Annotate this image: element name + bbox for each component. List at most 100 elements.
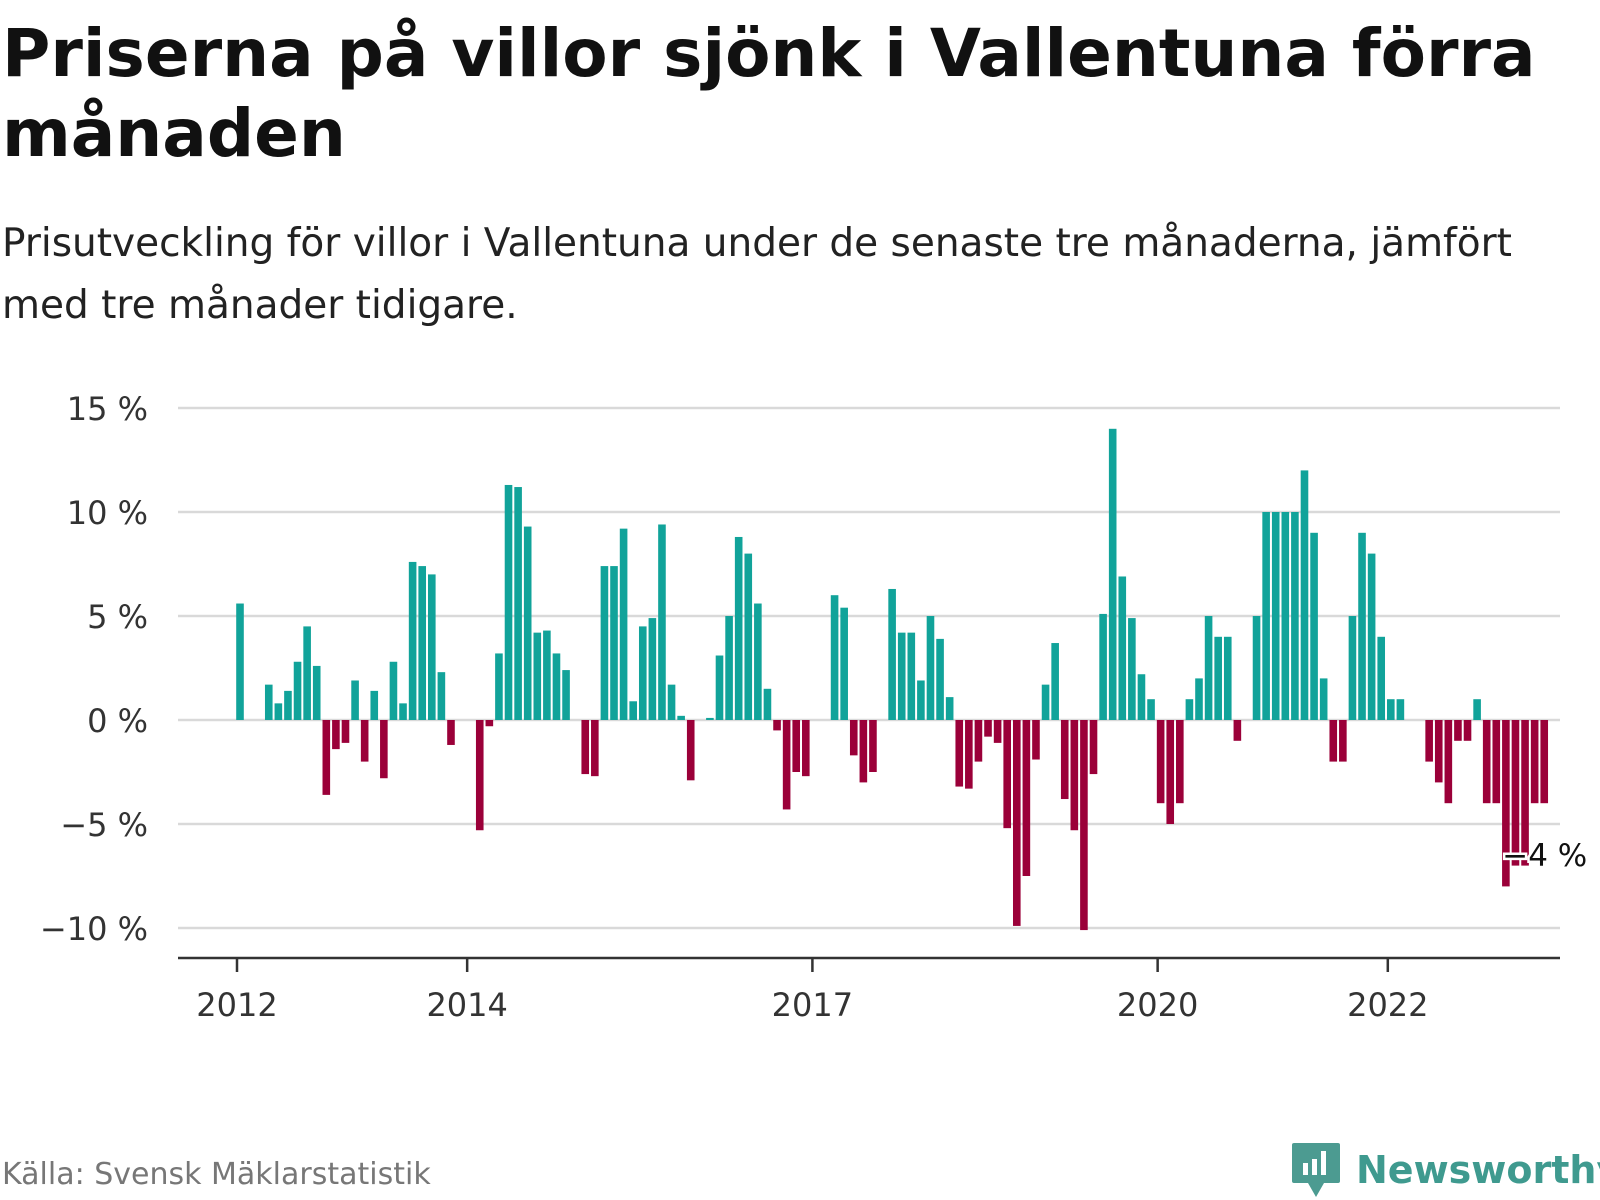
bar — [725, 616, 733, 720]
bar — [638, 626, 647, 720]
bar — [648, 618, 657, 720]
bar — [389, 661, 398, 720]
bar — [380, 720, 388, 779]
last-value-label: −4 % — [1502, 838, 1587, 874]
bar — [1281, 512, 1290, 720]
bar — [667, 684, 676, 720]
bar — [763, 688, 772, 720]
bar — [351, 680, 359, 720]
bar — [744, 553, 753, 720]
bar — [562, 670, 570, 720]
bar — [1387, 699, 1395, 720]
bar — [1473, 699, 1481, 720]
brand-name: Newsworthy — [1356, 1148, 1600, 1192]
y-tick-label: 5 % — [87, 598, 148, 636]
bar — [993, 720, 1002, 743]
bar — [1454, 720, 1462, 741]
bar — [1166, 720, 1175, 824]
bar — [926, 616, 935, 720]
bar — [1319, 678, 1328, 720]
bar — [1118, 576, 1127, 720]
bar — [782, 720, 791, 810]
bar — [1300, 470, 1309, 720]
y-gridlines — [178, 406, 1560, 930]
x-axis: 2012 2014 2017 2020 2022 — [178, 956, 1560, 1024]
bar — [677, 715, 685, 720]
bar — [1223, 636, 1232, 720]
brand-logo[interactable]: Newsworthy — [1290, 1140, 1600, 1200]
bar — [1070, 720, 1079, 831]
bar — [303, 626, 311, 720]
bar — [495, 653, 503, 720]
bar — [965, 720, 973, 789]
bar — [840, 607, 848, 720]
bar — [1425, 720, 1433, 762]
bar — [1377, 636, 1386, 720]
bar — [322, 720, 331, 795]
x-tick-label: 2014 — [426, 986, 507, 1024]
bar — [1521, 720, 1529, 866]
bar — [955, 720, 964, 787]
bar — [1358, 532, 1366, 720]
bar — [370, 690, 379, 720]
bar — [1108, 428, 1117, 720]
bar — [552, 653, 561, 720]
bar — [418, 566, 427, 720]
bar — [600, 566, 609, 720]
bar — [399, 703, 407, 720]
bar — [1396, 699, 1405, 720]
bar — [802, 720, 810, 777]
bar — [1310, 532, 1318, 720]
bar — [581, 720, 590, 775]
bar — [293, 661, 302, 720]
bar — [1128, 618, 1136, 720]
bar — [706, 717, 714, 720]
bar — [849, 720, 858, 756]
bar — [715, 655, 724, 720]
bar — [1176, 720, 1184, 804]
bar — [974, 720, 983, 762]
bar — [504, 484, 513, 720]
bar — [1329, 720, 1338, 762]
bar — [543, 630, 551, 720]
bar — [1492, 720, 1501, 804]
bar-series — [236, 428, 1549, 931]
bar — [1502, 720, 1510, 887]
bar — [897, 632, 906, 720]
y-tick-label: 0 % — [87, 702, 148, 740]
bar — [1271, 512, 1280, 720]
bar — [1511, 720, 1520, 866]
bar — [1080, 720, 1088, 931]
bar — [754, 603, 762, 720]
bar — [830, 595, 839, 720]
bar — [523, 526, 532, 720]
bar — [936, 638, 944, 720]
bar — [1060, 720, 1069, 800]
bar — [1195, 678, 1203, 720]
bar — [1089, 720, 1098, 775]
bar — [1540, 720, 1549, 804]
bar — [888, 588, 896, 720]
y-tick-label: 15 % — [67, 390, 148, 428]
bar — [475, 720, 484, 831]
bar — [1262, 512, 1270, 720]
bar — [1012, 720, 1021, 926]
bar — [1003, 720, 1011, 829]
bar — [984, 720, 992, 737]
bar — [533, 632, 542, 720]
bar — [1367, 553, 1376, 720]
bar — [447, 720, 455, 745]
bar — [859, 720, 868, 783]
newsworthy-logo-icon — [1292, 1143, 1340, 1197]
y-axis-tick-labels: 15 % 10 % 5 % 0 % −5 % −10 % — [40, 390, 148, 948]
bar — [658, 524, 666, 720]
bar — [1444, 720, 1453, 804]
chart-subtitle: Prisutveckling för villor i Vallentuna u… — [2, 221, 1512, 328]
bar — [792, 720, 801, 772]
bar — [341, 720, 350, 743]
bar — [1022, 720, 1031, 876]
bar — [1339, 720, 1347, 762]
chart-title: Priserna på villor sjönk i Vallentuna fö… — [2, 15, 1536, 172]
bar — [1137, 674, 1146, 720]
bar — [1530, 720, 1539, 804]
